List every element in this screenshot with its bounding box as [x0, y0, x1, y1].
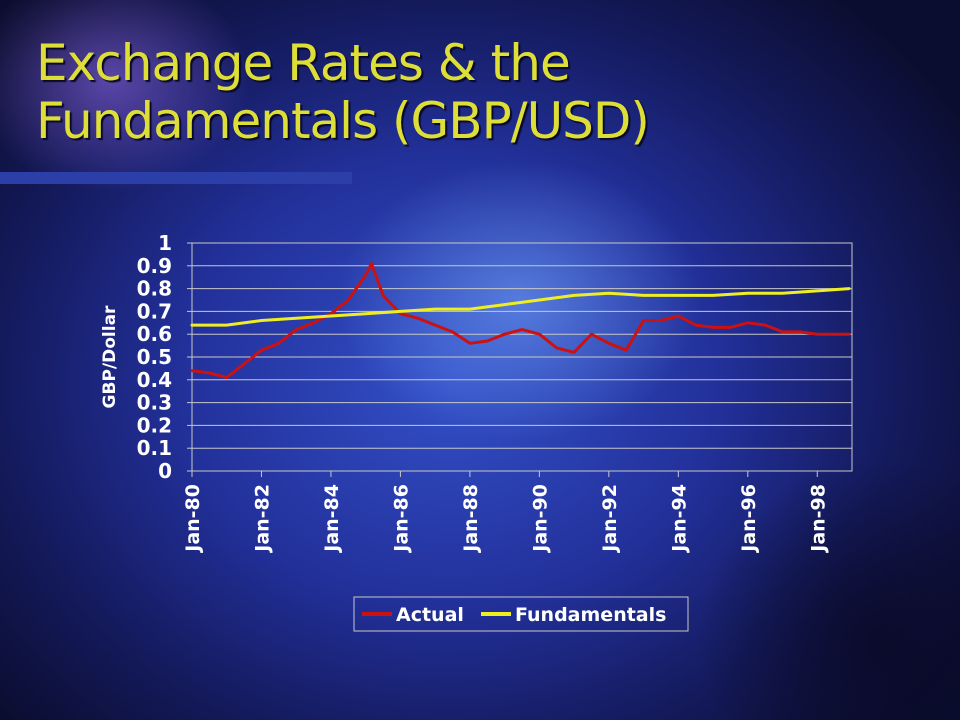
y-tick-label: 0.4	[137, 368, 172, 392]
y-tick-label: 0	[158, 459, 172, 483]
legend-label-actual: Actual	[396, 604, 464, 626]
y-tick-label: 0.2	[137, 413, 172, 437]
x-tick-label: Jan-82	[251, 484, 273, 554]
legend-box	[353, 596, 689, 632]
x-tick-label: Jan-80	[182, 484, 204, 554]
x-tick-label: Jan-98	[807, 484, 829, 554]
y-axis-label: GBP/Dollar	[100, 305, 120, 408]
slide-title: Exchange Rates & the Fundamentals (GBP/U…	[36, 34, 650, 150]
y-tick-label: 0.1	[137, 436, 172, 460]
y-tick-label: 1	[158, 231, 172, 255]
title-underline-bar	[0, 172, 352, 184]
x-tick-label: Jan-86	[390, 484, 412, 554]
y-tick-label: 0.9	[137, 254, 172, 278]
x-tick-label: Jan-92	[599, 484, 621, 554]
y-tick-label: 0.7	[137, 299, 172, 323]
series-line-fundamentals	[190, 287, 851, 327]
x-tick-label: Jan-94	[668, 484, 690, 554]
legend-label-fundamentals: Fundamentals	[515, 604, 666, 626]
y-tick-label: 0.6	[137, 322, 172, 346]
y-tick-label: 0.5	[137, 345, 172, 369]
legend: Actual Fundamentals	[353, 596, 689, 632]
series-line-actual	[190, 262, 851, 379]
x-tick-label: Jan-90	[529, 484, 551, 554]
x-tick-label: Jan-84	[321, 484, 343, 554]
x-tick-label: Jan-96	[738, 484, 760, 554]
x-tick-label: Jan-88	[460, 484, 482, 554]
y-tick-label: 0.3	[137, 391, 172, 415]
y-tick-label: 0.8	[137, 277, 172, 301]
